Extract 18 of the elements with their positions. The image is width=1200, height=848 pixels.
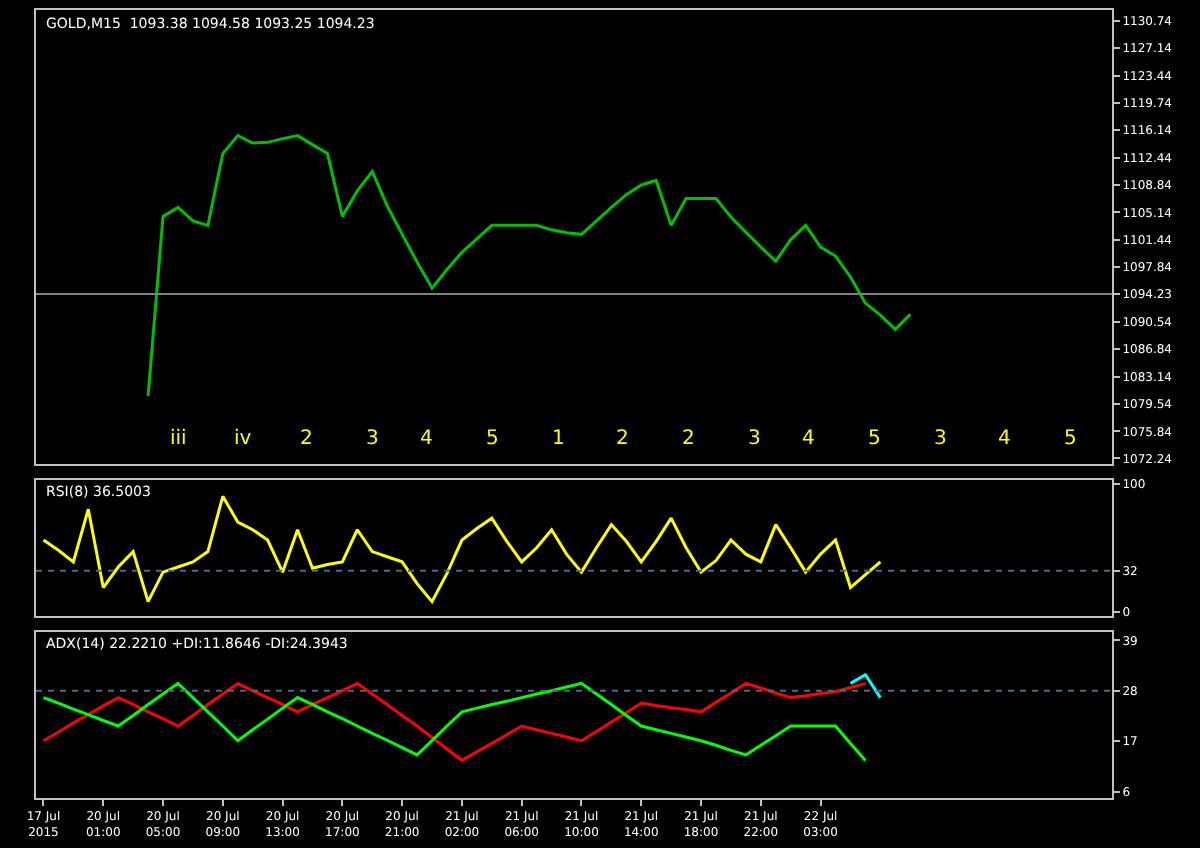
- line-series: [41, 494, 882, 604]
- annotation: 4: [998, 428, 1011, 450]
- annotation: 3: [934, 428, 947, 450]
- annotation: iii: [170, 428, 187, 450]
- annotation: 3: [748, 428, 761, 450]
- annotation: 3: [366, 428, 379, 450]
- annotation: 2: [682, 428, 695, 450]
- annotation: 2: [300, 428, 313, 450]
- annotation: iv: [234, 428, 252, 450]
- annotation: 2: [616, 428, 629, 450]
- annotation: 5: [1064, 428, 1077, 450]
- annotation: 5: [868, 428, 881, 450]
- line-series: [41, 681, 867, 762]
- line-series: [146, 134, 912, 398]
- annotation: 4: [802, 428, 815, 450]
- annotation: 1: [552, 428, 565, 450]
- annotation: 4: [420, 428, 433, 450]
- annotation: 5: [486, 428, 499, 450]
